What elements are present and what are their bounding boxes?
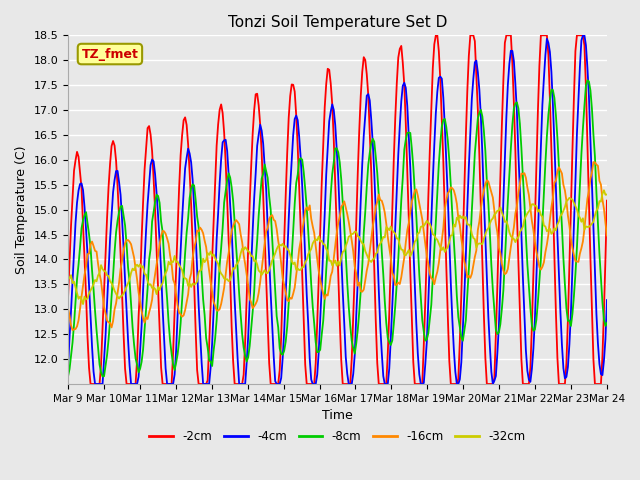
-32cm [575, 212, 582, 218]
-32cm [244, 249, 252, 254]
-4cm [301, 255, 309, 261]
-16cm [244, 282, 252, 288]
Line: -4cm: -4cm [68, 36, 607, 384]
-2cm [576, 33, 584, 38]
-32cm [79, 301, 87, 307]
Text: TZ_fmet: TZ_fmet [81, 48, 138, 60]
Y-axis label: Soil Temperature (C): Soil Temperature (C) [15, 145, 28, 274]
Title: Tonzi Soil Temperature Set D: Tonzi Soil Temperature Set D [228, 15, 447, 30]
-32cm [227, 277, 234, 283]
-32cm [301, 259, 309, 265]
-4cm [64, 365, 72, 371]
-16cm [603, 233, 611, 239]
-16cm [64, 305, 72, 311]
Legend: -2cm, -4cm, -8cm, -16cm, -32cm: -2cm, -4cm, -8cm, -16cm, -32cm [145, 425, 530, 448]
Line: -16cm: -16cm [68, 162, 607, 330]
-16cm [589, 159, 597, 165]
-16cm [575, 259, 582, 265]
-8cm [252, 258, 259, 264]
-16cm [301, 208, 309, 214]
-2cm [244, 245, 252, 251]
-4cm [603, 297, 611, 303]
Line: -8cm: -8cm [68, 80, 607, 376]
-2cm [603, 198, 611, 204]
-2cm [253, 91, 261, 96]
-16cm [68, 327, 76, 333]
-2cm [86, 381, 94, 387]
-4cm [579, 33, 587, 38]
-8cm [243, 359, 250, 364]
-2cm [433, 33, 441, 38]
-32cm [64, 274, 72, 279]
-16cm [132, 266, 140, 272]
Line: -32cm: -32cm [68, 190, 607, 304]
-16cm [253, 298, 261, 303]
-8cm [130, 342, 138, 348]
-8cm [584, 77, 591, 83]
-32cm [600, 187, 608, 193]
-2cm [64, 296, 72, 301]
-32cm [132, 263, 140, 269]
-8cm [64, 373, 72, 379]
-2cm [301, 362, 309, 368]
-8cm [573, 245, 580, 251]
-16cm [227, 239, 234, 244]
-4cm [132, 381, 140, 387]
-32cm [253, 262, 261, 267]
Line: -2cm: -2cm [68, 36, 607, 384]
-8cm [603, 320, 611, 326]
-32cm [603, 192, 611, 197]
-4cm [92, 381, 99, 387]
-4cm [253, 143, 261, 149]
-8cm [300, 169, 308, 175]
-4cm [244, 334, 252, 340]
-8cm [225, 170, 232, 176]
-2cm [132, 381, 140, 387]
-2cm [227, 274, 234, 279]
-4cm [227, 202, 234, 207]
X-axis label: Time: Time [322, 409, 353, 422]
-4cm [575, 98, 582, 104]
